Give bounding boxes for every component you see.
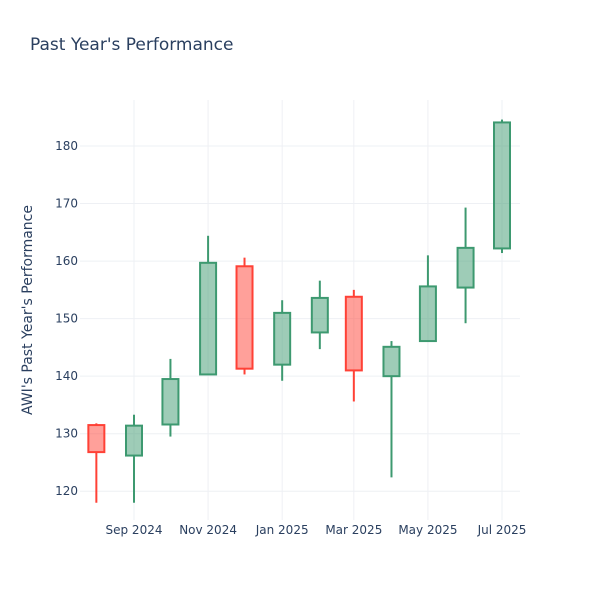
y-tick-label: 140 (55, 369, 78, 383)
y-tick-label: 130 (55, 427, 78, 441)
y-axis-title: AWI's Past Year's Performance (20, 205, 36, 415)
candle-body (310, 296, 329, 334)
candle-decreasing (87, 423, 106, 503)
y-tick-label: 150 (55, 312, 78, 326)
y-axis-ticks: 120 130 140 150 160 170 180 (55, 139, 78, 498)
y-tick-label: 120 (55, 484, 78, 498)
candle-body (125, 424, 143, 457)
candle-increasing (493, 119, 511, 254)
candle-decreasing (235, 257, 254, 375)
candle-body (344, 295, 363, 372)
candle-body (235, 265, 254, 370)
x-tick-label: May 2025 (398, 523, 457, 537)
candle-increasing (125, 414, 143, 503)
candle-body (161, 378, 180, 426)
x-tick-label: Nov 2024 (179, 523, 237, 537)
candles (87, 119, 511, 503)
candle-body (382, 345, 401, 378)
candle-increasing (418, 255, 437, 343)
x-axis-ticks: Sep 2024 Nov 2024 Jan 2025 Mar 2025 May 2025… (106, 523, 527, 537)
candle-body (273, 311, 292, 366)
candle-body (87, 424, 106, 454)
candle-decreasing (344, 289, 363, 402)
candle-increasing (199, 235, 218, 376)
candle-increasing (456, 207, 475, 324)
candle-body (493, 121, 511, 250)
candle-body (199, 261, 218, 376)
x-tick-label: Sep 2024 (106, 523, 163, 537)
x-tick-label: Mar 2025 (325, 523, 382, 537)
candle-body (456, 246, 475, 289)
candle-increasing (310, 280, 329, 350)
grid (80, 100, 520, 520)
candle-increasing (382, 341, 401, 478)
candle-increasing (273, 300, 292, 381)
chart-title: Past Year's Performance (30, 35, 234, 55)
x-tick-label: Jul 2025 (477, 523, 527, 537)
y-tick-label: 160 (55, 254, 78, 268)
candle-body (418, 285, 437, 343)
candle-increasing (161, 358, 180, 437)
y-tick-label: 180 (55, 139, 78, 153)
y-tick-label: 170 (55, 197, 78, 211)
x-tick-label: Jan 2025 (255, 523, 309, 537)
